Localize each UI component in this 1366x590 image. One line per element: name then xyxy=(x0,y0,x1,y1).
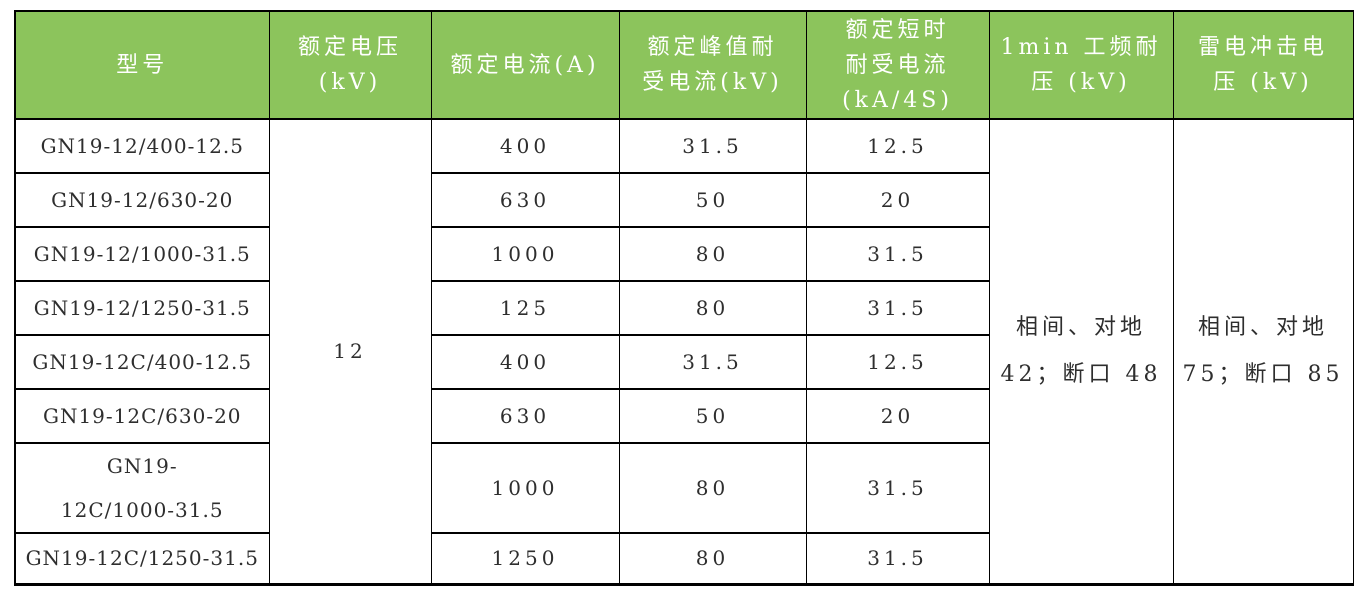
switch-spec-table: 型号 额定电压 (kV) 额定电流(A) 额定峰值耐 受电流(kV) 额定短时 … xyxy=(14,10,1354,586)
cell-rated-current: 1000 xyxy=(430,442,620,534)
cell-model: GN19-12C/630-20 xyxy=(14,388,270,444)
cell-short-time-withstand: 31.5 xyxy=(805,280,990,336)
cell-short-time-withstand: 31.5 xyxy=(805,532,990,585)
table-row: GN19-12/1000-31.5 1000 80 31.5 xyxy=(14,226,1353,282)
cell-model: GN19-12/400-12.5 xyxy=(14,118,270,174)
cell-peak-withstand: 80 xyxy=(618,532,807,585)
cell-power-frequency-merged: 相间、对地 42；断口 48 xyxy=(988,118,1174,585)
table-row: GN19-12/400-12.5 12 400 31.5 12.5 相间、对地 … xyxy=(14,118,1354,585)
cell-rated-current: 400 xyxy=(430,334,620,390)
header-rated-voltage: 额定电压 (kV) xyxy=(268,10,432,120)
cell-model: GN19-12/1000-31.5 xyxy=(14,226,270,282)
cell-model: GN19- 12C/1000-31.5 xyxy=(14,442,270,534)
cell-short-time-withstand: 12.5 xyxy=(805,118,990,174)
header-power-frequency-withstand: 1min 工频耐 压 (kV) xyxy=(988,10,1174,120)
header-row: 型号 额定电压 (kV) 额定电流(A) 额定峰值耐 受电流(kV) 额定短时 … xyxy=(14,10,1354,120)
table-row: GN19-12C/400-12.5 400 31.5 12.5 xyxy=(14,334,1353,390)
table-row: GN19-12C/1250-31.5 1250 80 31.5 xyxy=(14,532,1353,585)
cell-rated-current: 400 xyxy=(430,118,620,174)
cell-rated-current: 630 xyxy=(430,172,620,228)
cell-model: GN19-12C/1250-31.5 xyxy=(14,532,270,585)
cell-rated-current: 630 xyxy=(430,388,620,444)
cell-peak-withstand: 50 xyxy=(618,172,807,228)
cell-peak-withstand: 31.5 xyxy=(618,118,807,174)
header-model: 型号 xyxy=(14,10,270,120)
table-row: GN19- 12C/1000-31.5 1000 80 31.5 xyxy=(14,442,1353,534)
cell-rated-current: 1000 xyxy=(430,226,620,282)
cell-lightning-impulse-merged: 相间、对地 75；断口 85 xyxy=(1172,118,1354,585)
cell-peak-withstand: 80 xyxy=(618,442,807,534)
cell-peak-withstand: 80 xyxy=(618,226,807,282)
cell-peak-withstand: 31.5 xyxy=(618,334,807,390)
cell-short-time-withstand: 20 xyxy=(805,172,990,228)
header-rated-current: 额定电流(A) xyxy=(430,10,620,120)
cell-short-time-withstand: 31.5 xyxy=(805,442,990,534)
cell-rated-current: 1250 xyxy=(430,532,620,585)
header-lightning-impulse: 雷电冲击电 压 (kV) xyxy=(1172,10,1354,120)
cell-rated-voltage-merged: 12 xyxy=(268,118,432,585)
cell-short-time-withstand: 12.5 xyxy=(805,334,990,390)
cell-peak-withstand: 50 xyxy=(618,388,807,444)
cell-short-time-withstand: 31.5 xyxy=(805,226,990,282)
cell-model: GN19-12/1250-31.5 xyxy=(14,280,270,336)
table-row: GN19-12/630-20 630 50 20 xyxy=(14,172,1353,228)
cell-model: GN19-12C/400-12.5 xyxy=(14,334,270,390)
cell-peak-withstand: 80 xyxy=(618,280,807,336)
cell-rated-current: 125 xyxy=(430,280,620,336)
cell-model: GN19-12/630-20 xyxy=(14,172,270,228)
table-row: GN19-12/1250-31.5 125 80 31.5 xyxy=(14,280,1353,336)
header-peak-withstand-current: 额定峰值耐 受电流(kV) xyxy=(618,10,807,120)
table-row: GN19-12C/630-20 630 50 20 xyxy=(14,388,1353,444)
cell-short-time-withstand: 20 xyxy=(805,388,990,444)
header-short-time-withstand-current: 额定短时 耐受电流 (kA/4S) xyxy=(805,10,990,120)
